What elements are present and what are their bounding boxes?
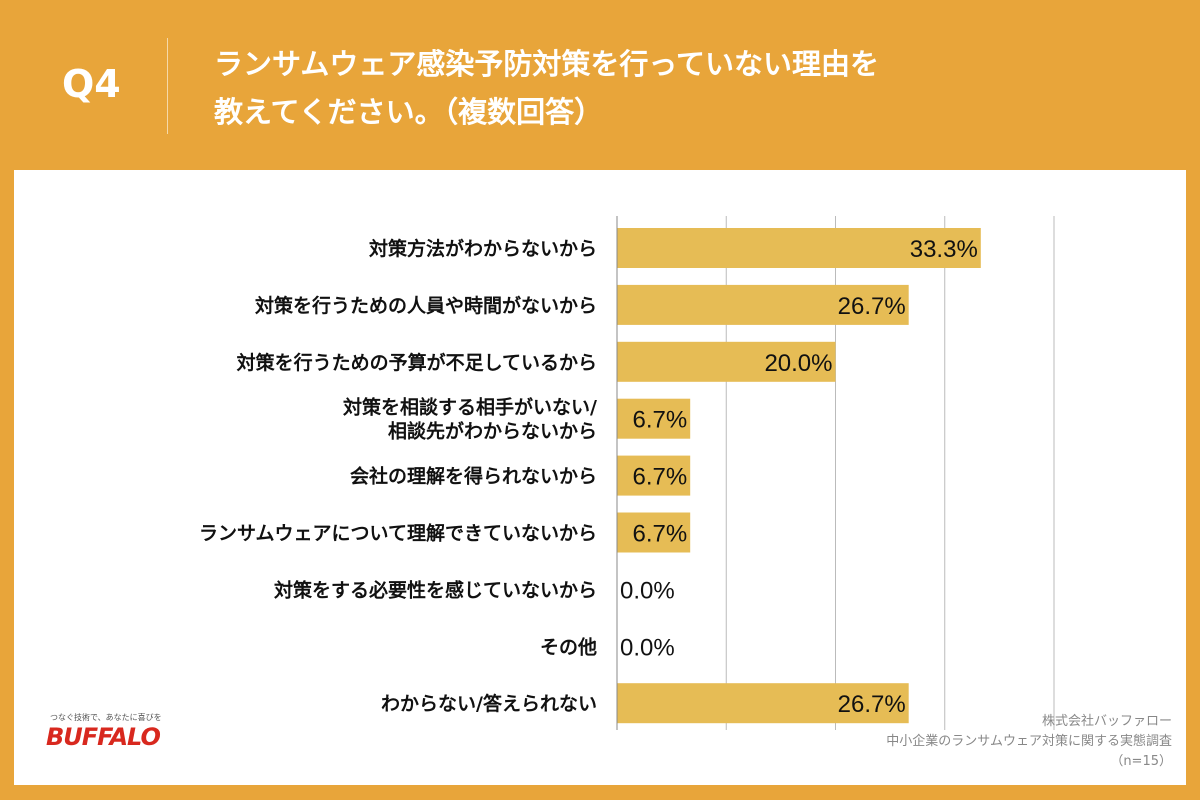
category-label: わからない/答えられない — [381, 692, 597, 715]
logo-tagline: つなぐ技術で、あなたに喜びを — [50, 713, 162, 722]
category-label: 対策を行うための予算が不足しているから — [236, 351, 597, 374]
source-n: （n=15） — [1110, 754, 1172, 769]
category-label: その他 — [540, 635, 597, 658]
bar — [617, 455, 691, 496]
title-line-2: 教えてください。（複数回答） — [214, 95, 604, 129]
bar — [617, 284, 909, 325]
bar — [617, 228, 981, 268]
category-label: 対策を相談する相手がいない/ — [342, 396, 597, 419]
logo-brand: BUFFALO — [46, 723, 161, 751]
data-label: 0.0% — [620, 634, 675, 661]
data-label: 0.0% — [620, 577, 675, 604]
data-label: 6.7% — [632, 464, 687, 491]
source-note: 株式会社バッファロー 中小企業のランサムウェア対策に関する実態調査 （n=15） — [886, 712, 1172, 772]
category-label: 会社の理解を得られないから — [350, 465, 597, 488]
bar — [617, 512, 691, 553]
buffalo-logo: つなぐ技術で、あなたに喜びを BUFFALO — [46, 712, 162, 751]
data-label: 33.3% — [910, 236, 978, 263]
bar — [617, 398, 691, 439]
title-line-1: ランサムウェア感染予防対策を行っていない理由を — [214, 47, 879, 81]
data-label: 6.7% — [632, 521, 687, 548]
bar — [617, 341, 836, 382]
chart-panel — [14, 170, 1186, 785]
source-survey: 中小企業のランサムウェア対策に関する実態調査 — [886, 734, 1172, 749]
category-label: 相談先がわからないから — [388, 420, 597, 443]
source-company: 株式会社バッファロー — [1041, 714, 1172, 729]
data-label: 6.7% — [632, 407, 687, 434]
page-title: ランサムウェア感染予防対策を行っていない理由を 教えてください。（複数回答） — [214, 40, 1174, 136]
data-label: 20.0% — [764, 350, 832, 377]
data-label: 26.7% — [838, 691, 906, 718]
category-label: 対策をする必要性を感じていないから — [273, 578, 597, 601]
question-number: Q4 — [62, 62, 121, 106]
category-label: 対策方法がわからないから — [368, 237, 597, 260]
category-label: 対策を行うための人員や時間がないから — [254, 294, 597, 317]
category-label: ランサムウェアについて理解できていないから — [199, 522, 597, 545]
bar — [617, 683, 909, 724]
data-label: 26.7% — [838, 293, 906, 320]
divider — [167, 38, 168, 134]
